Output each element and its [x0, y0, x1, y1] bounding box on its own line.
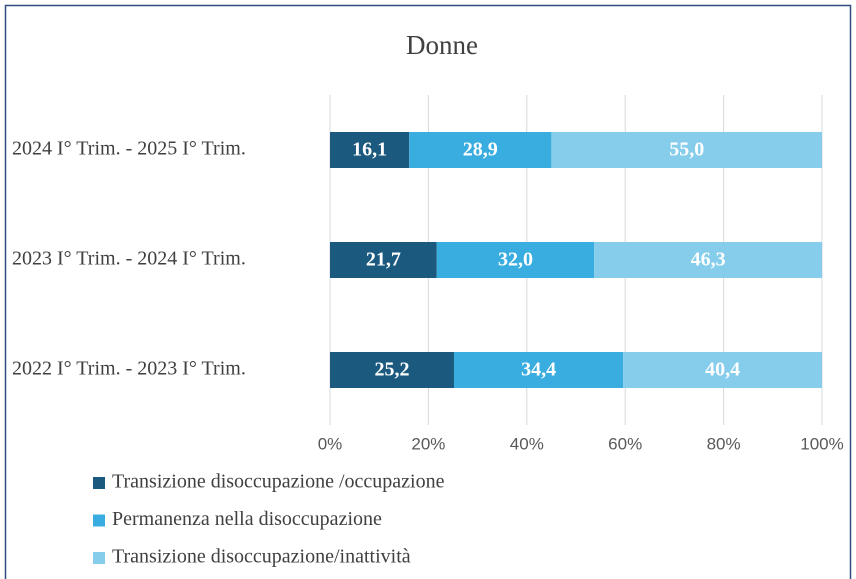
bar-segment: [623, 352, 822, 388]
bar-segment: [330, 242, 437, 278]
bar-segment: [594, 242, 822, 278]
data-label: 55,0: [669, 139, 704, 161]
x-tick-label: 60%: [608, 434, 642, 453]
legend-swatch: [93, 514, 105, 527]
y-tick-label: 2024 I° Trim. - 2025 I° Trim.: [12, 138, 246, 160]
legend-swatch: [93, 477, 105, 489]
bar-segment: [409, 132, 552, 168]
data-label: 16,1: [352, 139, 387, 161]
bar-segment: [551, 132, 822, 168]
bar-segment: [436, 242, 595, 278]
data-label: 34,4: [521, 359, 556, 381]
bar-segment: [453, 352, 624, 388]
x-tick-label: 20%: [411, 434, 445, 453]
y-tick-label: 2022 I° Trim. - 2023 I° Trim.: [12, 358, 246, 380]
y-tick-label: 2023 I° Trim. - 2024 I° Trim.: [12, 248, 246, 270]
x-tick-label: 100%: [800, 434, 843, 453]
x-tick-label: 80%: [707, 434, 741, 453]
data-label: 25,2: [374, 359, 409, 381]
chart-title: Donne: [406, 30, 478, 60]
legend-swatch: [93, 552, 105, 564]
x-tick-label: 0%: [318, 434, 343, 453]
data-label: 40,4: [705, 359, 740, 381]
data-label: 21,7: [366, 249, 401, 271]
bar-segment: [330, 352, 454, 388]
data-label: 46,3: [691, 249, 726, 271]
data-label: 32,0: [498, 249, 533, 271]
legend-label: Transizione disoccupazione /occupazione: [112, 471, 445, 493]
legend-label: Permanenza nella disoccupazione: [112, 508, 382, 530]
x-tick-label: 40%: [510, 434, 544, 453]
bar-segment: [330, 132, 410, 168]
legend-label: Transizione disoccupazione/inattività: [112, 546, 411, 568]
data-label: 28,9: [463, 139, 498, 161]
